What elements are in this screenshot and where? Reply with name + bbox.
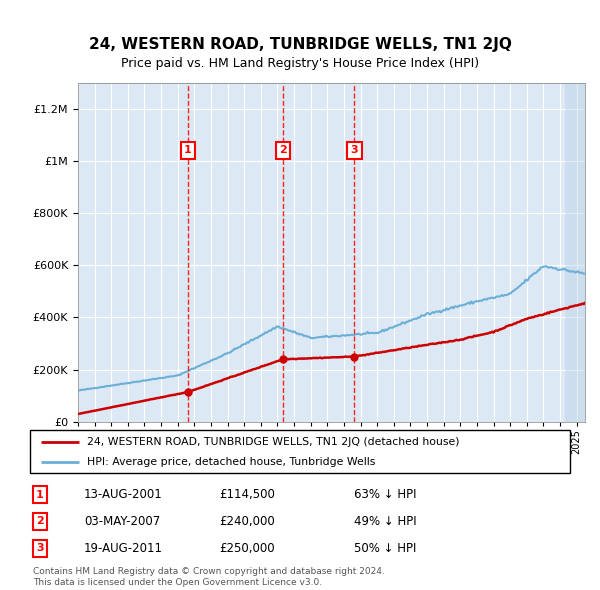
- Text: 1: 1: [184, 146, 192, 155]
- Text: 24, WESTERN ROAD, TUNBRIDGE WELLS, TN1 2JQ (detached house): 24, WESTERN ROAD, TUNBRIDGE WELLS, TN1 2…: [86, 437, 459, 447]
- Text: HPI: Average price, detached house, Tunbridge Wells: HPI: Average price, detached house, Tunb…: [86, 457, 375, 467]
- Text: 1: 1: [36, 490, 44, 500]
- Text: Price paid vs. HM Land Registry's House Price Index (HPI): Price paid vs. HM Land Registry's House …: [121, 57, 479, 70]
- Text: Contains HM Land Registry data © Crown copyright and database right 2024.
This d: Contains HM Land Registry data © Crown c…: [33, 568, 385, 586]
- Text: 49% ↓ HPI: 49% ↓ HPI: [354, 515, 416, 528]
- Text: 3: 3: [350, 146, 358, 155]
- Text: 2: 2: [36, 516, 44, 526]
- Text: 2: 2: [279, 146, 287, 155]
- Text: 03-MAY-2007: 03-MAY-2007: [84, 515, 160, 528]
- Text: £250,000: £250,000: [219, 542, 275, 555]
- Text: £240,000: £240,000: [219, 515, 275, 528]
- Text: 19-AUG-2011: 19-AUG-2011: [84, 542, 163, 555]
- Text: £114,500: £114,500: [219, 488, 275, 501]
- Bar: [565, 83, 585, 422]
- Text: 13-AUG-2001: 13-AUG-2001: [84, 488, 163, 501]
- FancyBboxPatch shape: [30, 430, 570, 473]
- Text: 3: 3: [36, 543, 44, 553]
- Text: 24, WESTERN ROAD, TUNBRIDGE WELLS, TN1 2JQ: 24, WESTERN ROAD, TUNBRIDGE WELLS, TN1 2…: [89, 37, 511, 52]
- Text: 50% ↓ HPI: 50% ↓ HPI: [354, 542, 416, 555]
- Text: 63% ↓ HPI: 63% ↓ HPI: [354, 488, 416, 501]
